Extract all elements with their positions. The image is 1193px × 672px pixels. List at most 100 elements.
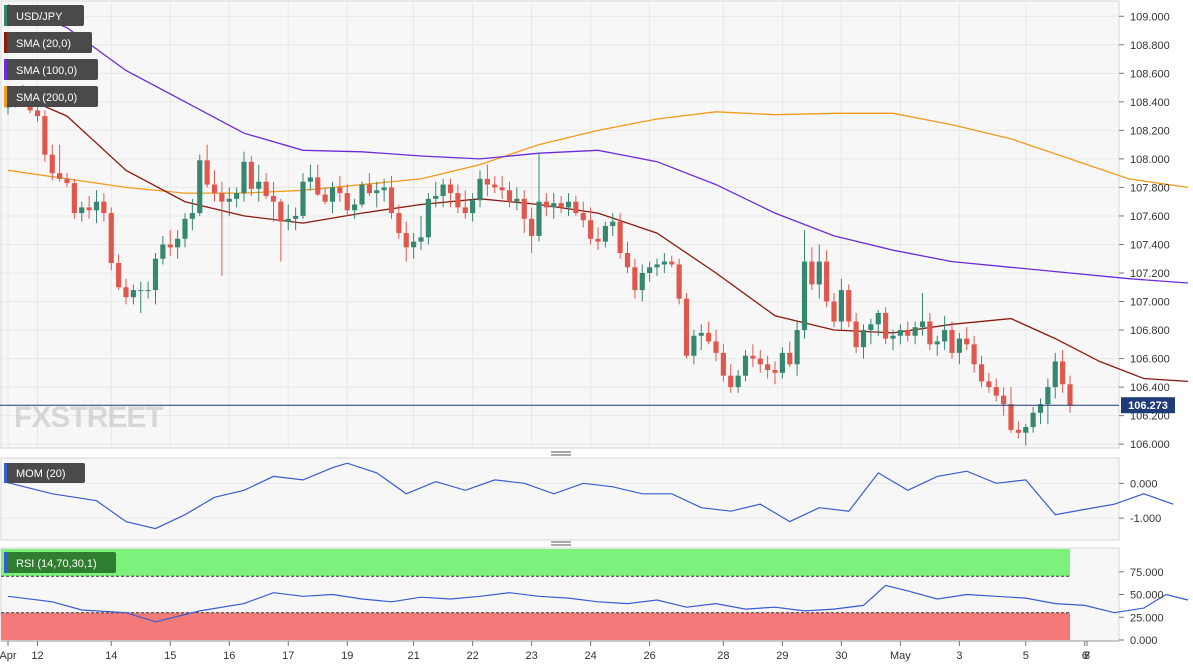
candle-body-up (352, 204, 358, 211)
candle-body-down (720, 352, 726, 376)
x-axis-tick-label: 19 (341, 650, 353, 662)
candle-body-down (883, 312, 889, 339)
price-y-tick-label: 108.800 (1130, 40, 1170, 52)
x-axis-tick-label: 26 (644, 650, 656, 662)
candle-body-down (986, 381, 992, 388)
candle-body-up (93, 201, 100, 211)
price-y-tick-label: 107.400 (1130, 239, 1170, 251)
x-axis-tick-label: 28 (717, 650, 729, 662)
candle-body-down (558, 203, 564, 208)
price-y-tick-label: 106.400 (1130, 382, 1170, 394)
current-price-tag: 106.273 (1121, 397, 1175, 414)
x-axis-tick-label: 14 (105, 650, 117, 662)
candle-body-up (934, 341, 940, 345)
candle-body-down (617, 221, 623, 254)
x-axis-tick-label: 29 (776, 650, 788, 662)
candle-body-down (853, 321, 859, 348)
candle-body-up (956, 338, 962, 353)
legend-swatch (4, 5, 7, 26)
price-y-tick-label: 106.000 (1130, 439, 1170, 451)
candle-body-up (602, 225, 608, 242)
x-axis-tick-label: 7 (1084, 650, 1090, 662)
candle-body-down (713, 341, 719, 353)
candle-body-up (182, 218, 188, 239)
candle-body-up (610, 221, 616, 226)
candle-body-down (499, 187, 505, 191)
candle-body-down (905, 330, 911, 336)
panel-resize-handle[interactable] (551, 541, 571, 546)
candle-body-down (492, 184, 498, 188)
current-price-label: 106.273 (1128, 400, 1168, 412)
rsi-y-tick-label: 50.000 (1130, 590, 1164, 602)
price-y-tick-label: 106.600 (1130, 354, 1170, 366)
candle-body-down (337, 187, 343, 194)
candle-body-down (632, 267, 638, 291)
candle-body-up (779, 352, 785, 373)
legend-box (4, 5, 84, 26)
price-y-tick-label: 108.200 (1130, 125, 1170, 137)
candle-body-up (551, 203, 557, 208)
sma20-line (7, 89, 1189, 383)
candle-body-down (927, 321, 933, 345)
price-y-axis: 106.000 106.200 106.400 106.600 106.800 107.0… (1119, 11, 1170, 451)
candle-body-down (1060, 361, 1066, 385)
momentum-y-tick-label: -1.000 (1130, 513, 1161, 525)
candle-body-up (1023, 427, 1029, 433)
candle-body-up (514, 198, 520, 202)
candle-body-up (470, 200, 476, 214)
candle-body-down (219, 193, 225, 202)
candle-body-down (462, 207, 468, 214)
candle-body-up (300, 181, 306, 216)
candle-body-up (698, 332, 704, 336)
candle-body-up (234, 193, 240, 199)
x-axis-tick-label: 12 (31, 650, 43, 662)
candle-body-down (750, 355, 756, 359)
candle-body-down (322, 194, 328, 202)
candle-body-down (403, 233, 409, 248)
x-axis-tick-label: 3 (956, 650, 962, 662)
candle-body-down (949, 330, 955, 353)
candle-body-up (1045, 387, 1051, 405)
x-axis-tick-label: May (890, 650, 911, 662)
candle-body-up (359, 184, 365, 205)
candle-body-up (1052, 361, 1058, 388)
candle-body-down (116, 263, 122, 288)
candle-body-up (1030, 412, 1036, 428)
candle-body-up (256, 181, 262, 189)
candle-body-down (964, 338, 970, 345)
candle-body-down (42, 116, 48, 155)
candle-body-down (484, 178, 490, 185)
legend-box (4, 86, 98, 107)
candle-body-up (138, 290, 144, 292)
rsi-legend: RSI (14,70,30,1) (4, 552, 116, 573)
sma200-line (7, 111, 1189, 194)
x-axis-tick-label: 17 (282, 650, 294, 662)
legend-box (4, 59, 98, 80)
candle-body-up (433, 195, 439, 199)
candle-body-down (573, 201, 579, 214)
candle-body-down (1067, 384, 1073, 406)
sma-lines (7, 4, 1189, 383)
x-axis-tick-label: 24 (585, 650, 597, 662)
candle-body-down (543, 201, 549, 208)
legend-swatch (4, 86, 7, 107)
candle-body-down (1015, 429, 1021, 433)
price-legend: USD/JPY SMA (20,0) SMA (100,0) SMA (200,0) (4, 5, 98, 107)
candle-body-up (477, 178, 483, 201)
price-y-tick-label: 108.000 (1130, 154, 1170, 166)
candle-body-down (588, 220, 594, 239)
candle-body-down (204, 160, 210, 185)
rsi-y-tick-label: 75.000 (1130, 567, 1164, 579)
candle-body-down (624, 253, 631, 268)
price-y-tick-label: 108.600 (1130, 68, 1170, 80)
candle-body-up (661, 261, 667, 265)
rsi-legend-label: RSI (14,70,30,1) (16, 558, 97, 570)
candle-body-down (521, 198, 527, 219)
candle-body-up (307, 177, 313, 182)
panel-resize-handle[interactable] (551, 451, 571, 456)
candle-body-up (130, 290, 136, 298)
legend-swatch (4, 32, 7, 53)
x-axis: Apr 12 14 15 16 17 19 21 22 23 24 26 28 29 30 May 3 5 678 (0, 640, 1119, 662)
legend-label: SMA (100,0) (16, 65, 77, 77)
